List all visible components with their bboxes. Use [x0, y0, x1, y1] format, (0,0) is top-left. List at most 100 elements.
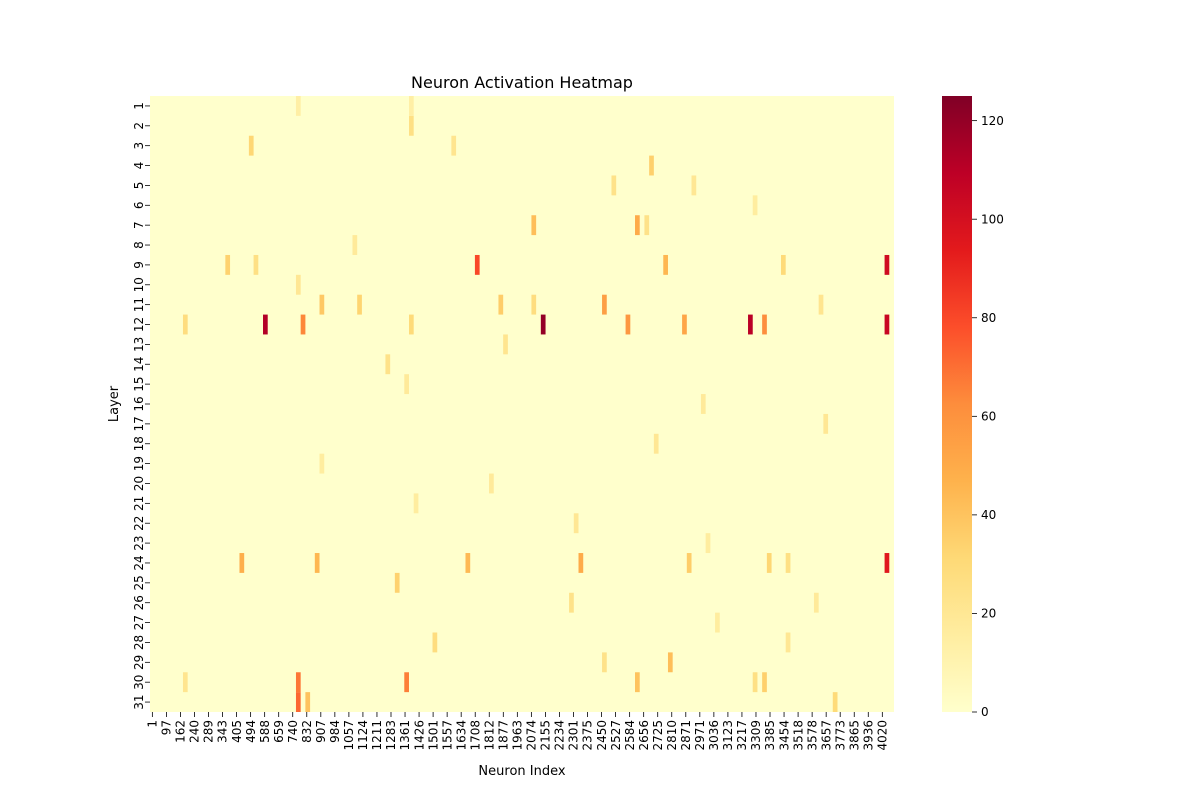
x-tick-label: 240 [188, 720, 202, 743]
x-tick-label: 2375 [581, 720, 595, 751]
heatmap-cell [578, 553, 584, 573]
x-tick-label: 3518 [791, 720, 805, 751]
x-tick-label: 1501 [426, 720, 440, 751]
heatmap-cell [404, 374, 409, 395]
colorbar-tick-label: 0 [981, 705, 989, 719]
heatmap-cell [635, 672, 640, 693]
heatmap-cell [489, 473, 494, 494]
x-tick-label: 1211 [370, 720, 384, 751]
y-tick-label: 23 [132, 535, 146, 550]
x-tick-label: 3217 [735, 720, 749, 751]
x-tick-label: 3578 [805, 720, 819, 751]
colorbar [942, 96, 972, 712]
heatmap-cell [531, 294, 537, 315]
y-tick-label: 11 [132, 297, 146, 312]
heatmap-cell [602, 652, 607, 673]
y-tick-label: 25 [132, 575, 146, 590]
x-tick-label: 984 [328, 720, 342, 743]
heatmap-cell [752, 672, 758, 693]
x-tick-label: 2234 [553, 720, 567, 751]
x-tick-label: 343 [216, 720, 230, 743]
x-tick-label: 1124 [356, 720, 370, 751]
heatmap-cell [686, 553, 692, 573]
heatmap-cell [295, 96, 301, 116]
x-tick-label: 3309 [749, 720, 763, 751]
x-tick-label: 1963 [511, 720, 525, 751]
y-tick-label: 13 [132, 337, 146, 352]
heatmap-cell [352, 235, 358, 255]
y-tick-label: 16 [132, 396, 146, 411]
y-tick-label: 29 [132, 655, 146, 670]
heatmap-cell [715, 612, 720, 633]
heatmap-cell [818, 294, 824, 315]
heatmap-cell [503, 334, 508, 355]
heatmap-cell [182, 314, 188, 335]
heatmap-cell [884, 254, 890, 275]
colorbar-tick-label: 120 [981, 114, 1004, 128]
heatmap-cell [884, 553, 890, 573]
x-tick-label: 1877 [496, 720, 510, 751]
heatmap-cell [451, 135, 457, 156]
x-tick-label: 3657 [819, 720, 833, 751]
heatmap-cell [884, 314, 890, 335]
heatmap-cell [748, 314, 753, 335]
x-tick-label: 3385 [763, 720, 777, 751]
x-tick-label: 4020 [876, 720, 890, 751]
heatmap-cell [408, 314, 414, 335]
heatmap-cell [785, 553, 791, 573]
x-tick-label: 2301 [567, 720, 581, 751]
y-tick-label: 14 [132, 357, 146, 372]
colorbar-tick-label: 100 [981, 212, 1004, 226]
heatmap-cell [413, 493, 419, 514]
colorbar-tick-label: 60 [981, 410, 996, 424]
heatmap-cell [253, 254, 259, 275]
heatmap-cell [394, 572, 400, 593]
y-tick-label: 26 [132, 595, 146, 610]
heatmap-cell [239, 553, 245, 573]
y-tick-label: 8 [132, 241, 146, 249]
heatmap-cell [700, 394, 706, 414]
y-tick-label: 24 [132, 555, 146, 570]
x-tick-label: 3123 [721, 720, 735, 751]
colorbar-tick-label: 20 [981, 607, 996, 621]
heatmap-cell [762, 672, 767, 693]
heatmap-cell [663, 254, 668, 275]
x-tick-label: 1361 [398, 720, 412, 751]
x-tick-label: 2155 [539, 720, 553, 751]
x-axis-ticks: 1 97 162 240 289 343 405 494 588 659 740 832 907 984 1… [146, 712, 890, 751]
x-tick-label: 3936 [861, 720, 875, 751]
y-tick-label: 28 [132, 635, 146, 650]
y-tick-label: 21 [132, 496, 146, 511]
x-tick-label: 1708 [468, 720, 482, 751]
x-tick-label: 2450 [595, 720, 609, 751]
heatmap-cell [305, 692, 311, 712]
x-tick-label: 494 [244, 720, 258, 743]
y-tick-label: 6 [132, 201, 146, 209]
x-tick-label: 832 [300, 720, 314, 743]
heatmap-cell [569, 592, 574, 613]
y-tick-label: 7 [132, 221, 146, 229]
y-tick-label: 31 [132, 694, 146, 709]
heatmap-cell [498, 294, 504, 315]
y-tick-label: 18 [132, 436, 146, 451]
x-tick-label: 1426 [412, 720, 426, 751]
heatmap-cell [319, 453, 325, 474]
x-tick-label: 289 [202, 720, 216, 743]
y-tick-label: 30 [132, 675, 146, 690]
y-tick-label: 27 [132, 615, 146, 630]
heatmap-cell [540, 314, 546, 335]
x-tick-label: 1057 [342, 720, 356, 751]
x-tick-label: 2810 [665, 720, 679, 751]
x-tick-label: 2527 [609, 720, 623, 751]
heatmap-cell [225, 254, 231, 275]
heatmap-cell [785, 632, 791, 653]
heatmap-cell [385, 354, 391, 375]
heatmap-cell [408, 115, 414, 136]
heatmap-cell [667, 652, 673, 673]
colorbar-ticks: 0 20 40 60 80 100 120 [972, 114, 1004, 719]
x-tick-label: 2871 [679, 720, 693, 751]
heatmap-cell [432, 632, 438, 653]
heatmap-background [150, 96, 894, 712]
heatmap-cell [408, 96, 414, 116]
